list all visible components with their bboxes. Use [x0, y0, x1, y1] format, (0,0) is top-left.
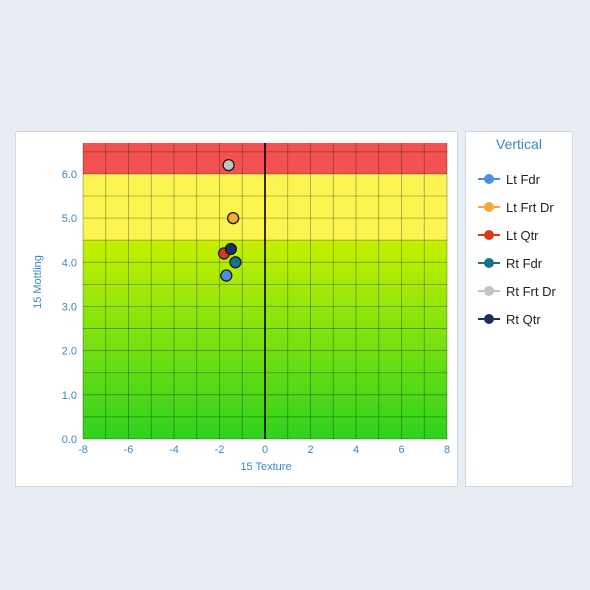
- y-tick-label: 3.0: [62, 301, 77, 313]
- x-tick-label: 4: [353, 444, 359, 456]
- x-tick-label: 8: [444, 444, 450, 456]
- point-rt-frt-dr[interactable]: [222, 158, 235, 172]
- legend-item-rt-qtr[interactable]: Rt Qtr: [478, 309, 570, 329]
- legend-marker-icon: [478, 229, 500, 241]
- legend-marker-icon: [478, 173, 500, 185]
- legend-item-lt-frt-dr[interactable]: Lt Frt Dr: [478, 197, 570, 217]
- legend-label: Lt Fdr: [506, 171, 540, 187]
- x-tick-label: 0: [262, 444, 268, 456]
- ticks-layer: -8 -6 -4 -2 0 2 4 6 8 0.0 1.0 2.0 3.0 4.0 5.0 6.0: [62, 169, 450, 456]
- point-rt-qtr[interactable]: [224, 242, 238, 256]
- legend-marker-icon: [478, 313, 500, 325]
- y-axis-title: 15 Mottling: [32, 255, 44, 309]
- y-tick-label: 5.0: [62, 213, 77, 225]
- legend-marker-icon: [478, 201, 500, 213]
- chart-panel: -8 -6 -4 -2 0 2 4 6 8 0.0 1.0 2.0 3.0 4.0 5.0 6.0 15 Te…: [15, 131, 458, 487]
- legend-title: Vertical: [496, 136, 542, 152]
- legend-marker-icon: [478, 257, 500, 269]
- legend-item-lt-qtr[interactable]: Lt Qtr: [478, 225, 570, 245]
- x-tick-label: -8: [78, 444, 88, 456]
- point-lt-frt-dr[interactable]: [226, 211, 240, 225]
- grid-layer: [82, 143, 448, 440]
- x-tick-label: -2: [215, 444, 225, 456]
- legend-marker-icon: [478, 285, 500, 297]
- legend-label: Lt Qtr: [506, 227, 539, 243]
- y-tick-label: 1.0: [62, 390, 77, 402]
- y-tick-label: 6.0: [62, 169, 77, 181]
- x-tick-label: -6: [124, 444, 134, 456]
- legend-label: Lt Frt Dr: [506, 199, 554, 215]
- y-tick-label: 2.0: [62, 346, 77, 358]
- x-tick-label: 6: [398, 444, 404, 456]
- legend-item-rt-fdr[interactable]: Rt Fdr: [478, 253, 570, 273]
- legend-item-rt-frt-dr[interactable]: Rt Frt Dr: [478, 281, 570, 301]
- point-lt-fdr[interactable]: [220, 269, 233, 282]
- y-tick-label: 0.0: [62, 434, 77, 446]
- point-rt-fdr[interactable]: [229, 256, 242, 269]
- x-tick-label: -4: [169, 444, 179, 456]
- legend-label: Rt Frt Dr: [506, 283, 556, 299]
- legend-item-lt-fdr[interactable]: Lt Fdr: [478, 169, 570, 189]
- legend-panel: Vertical Lt Fdr Lt Frt Dr Lt Qtr Rt Fdr Rt F…: [465, 131, 573, 487]
- y-tick-label: 4.0: [62, 257, 77, 269]
- points-layer: [217, 158, 242, 282]
- legend-label: Rt Qtr: [506, 311, 541, 327]
- x-tick-label: 2: [307, 444, 313, 456]
- x-axis-title: 15 Texture: [240, 461, 291, 473]
- scatter-chart: -8 -6 -4 -2 0 2 4 6 8 0.0 1.0 2.0 3.0 4.0 5.0 6.0 15 Te…: [32, 143, 450, 473]
- legend-label: Rt Fdr: [506, 255, 543, 271]
